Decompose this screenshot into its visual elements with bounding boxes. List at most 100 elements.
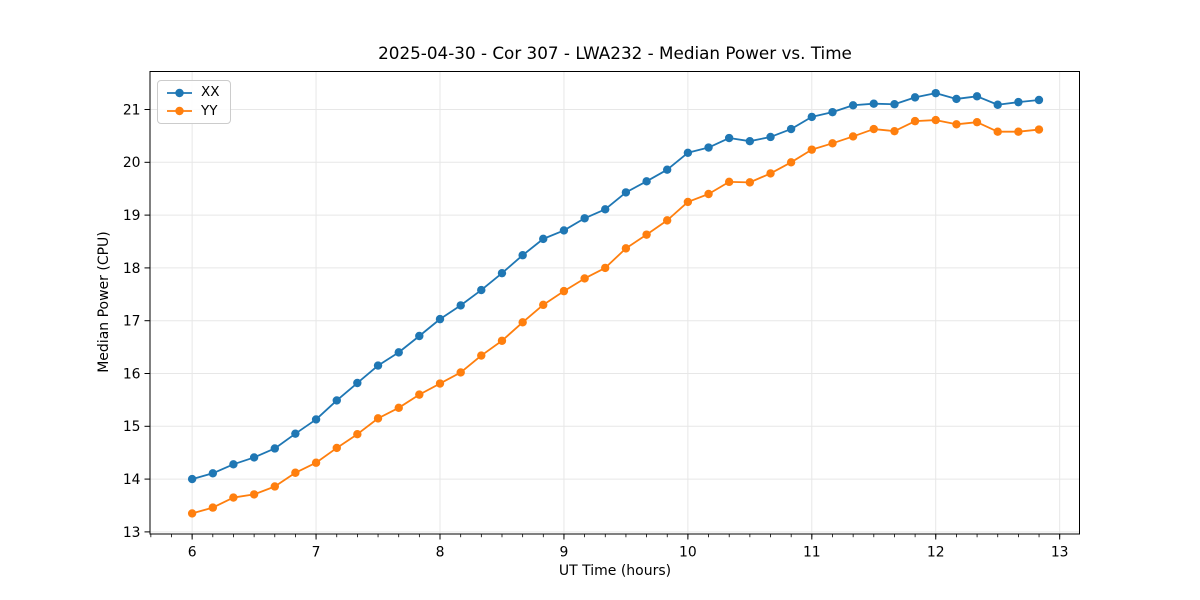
series-marker-xx bbox=[994, 101, 1002, 109]
series-marker-yy bbox=[333, 444, 341, 452]
x-tick-label: 7 bbox=[312, 545, 321, 561]
series-marker-yy bbox=[808, 145, 816, 153]
series-marker-xx bbox=[477, 286, 485, 294]
legend-label: YY bbox=[201, 105, 218, 119]
series-marker-yy bbox=[890, 127, 898, 135]
series-marker-xx bbox=[374, 361, 382, 369]
series-marker-yy bbox=[787, 158, 795, 166]
x-tick-label: 13 bbox=[1051, 545, 1069, 561]
series-marker-yy bbox=[457, 368, 465, 376]
y-tick-label: 17 bbox=[123, 314, 141, 330]
series-marker-xx bbox=[580, 214, 588, 222]
series-marker-yy bbox=[229, 493, 237, 501]
series-marker-yy bbox=[911, 117, 919, 125]
series-marker-xx bbox=[870, 100, 878, 108]
y-tick-label: 15 bbox=[123, 419, 141, 435]
series-marker-yy bbox=[601, 264, 609, 272]
series-marker-xx bbox=[704, 143, 712, 151]
series-marker-xx bbox=[828, 108, 836, 116]
series-line-yy bbox=[192, 120, 1039, 513]
series-marker-yy bbox=[1035, 125, 1043, 133]
legend-line-marker-icon bbox=[166, 105, 193, 117]
series-marker-yy bbox=[539, 301, 547, 309]
series-marker-yy bbox=[622, 244, 630, 252]
series-marker-yy bbox=[518, 318, 526, 326]
series-marker-yy bbox=[828, 139, 836, 147]
series-marker-yy bbox=[209, 503, 217, 511]
series-marker-yy bbox=[374, 414, 382, 422]
series-marker-yy bbox=[642, 230, 650, 238]
x-axis-label: UT Time (hours) bbox=[150, 563, 1080, 579]
series-marker-xx bbox=[663, 166, 671, 174]
chart-title: 2025-04-30 - Cor 307 - LWA232 - Median P… bbox=[150, 44, 1080, 63]
series-marker-yy bbox=[250, 490, 258, 498]
series-marker-yy bbox=[952, 120, 960, 128]
series-marker-yy bbox=[849, 132, 857, 140]
series-marker-xx bbox=[932, 89, 940, 97]
series-marker-yy bbox=[353, 430, 361, 438]
series-marker-yy bbox=[932, 116, 940, 124]
legend-item-yy: YY bbox=[166, 105, 220, 119]
figure: 678910111213131415161718192021 2025-04-3… bbox=[0, 0, 1200, 600]
series-marker-xx bbox=[890, 100, 898, 108]
series-marker-xx bbox=[291, 429, 299, 437]
series-marker-xx bbox=[229, 460, 237, 468]
series-marker-yy bbox=[766, 169, 774, 177]
series-marker-xx bbox=[333, 396, 341, 404]
series-marker-yy bbox=[663, 216, 671, 224]
series-marker-xx bbox=[787, 125, 795, 133]
series-marker-yy bbox=[436, 379, 444, 387]
series-marker-yy bbox=[271, 482, 279, 490]
series-marker-yy bbox=[1014, 127, 1022, 135]
x-tick-label: 8 bbox=[436, 545, 445, 561]
series-marker-xx bbox=[250, 453, 258, 461]
x-tick-label: 12 bbox=[927, 545, 945, 561]
series-marker-xx bbox=[746, 137, 754, 145]
series-marker-yy bbox=[684, 198, 692, 206]
series-marker-yy bbox=[312, 459, 320, 467]
series-marker-xx bbox=[457, 301, 465, 309]
series-marker-yy bbox=[725, 178, 733, 186]
y-axis-label: Median Power (CPU) bbox=[96, 231, 112, 373]
y-tick-label: 14 bbox=[123, 472, 141, 488]
series-marker-xx bbox=[808, 113, 816, 121]
series-marker-xx bbox=[622, 188, 630, 196]
series-marker-yy bbox=[498, 337, 506, 345]
series-marker-yy bbox=[291, 469, 299, 477]
legend-label: XX bbox=[201, 86, 220, 100]
series-marker-xx bbox=[766, 133, 774, 141]
legend: XX YY bbox=[157, 80, 231, 124]
series-marker-xx bbox=[312, 415, 320, 423]
series-marker-xx bbox=[353, 379, 361, 387]
series-marker-xx bbox=[560, 226, 568, 234]
series-marker-xx bbox=[1035, 96, 1043, 104]
series-marker-yy bbox=[188, 509, 196, 517]
series-marker-xx bbox=[725, 134, 733, 142]
y-tick-label: 18 bbox=[123, 261, 141, 277]
series-marker-yy bbox=[994, 127, 1002, 135]
series-marker-xx bbox=[415, 332, 423, 340]
series-marker-xx bbox=[973, 92, 981, 100]
series-marker-yy bbox=[395, 404, 403, 412]
x-tick-label: 10 bbox=[679, 545, 697, 561]
series-marker-xx bbox=[601, 205, 609, 213]
series-marker-yy bbox=[746, 178, 754, 186]
x-tick-label: 11 bbox=[803, 545, 821, 561]
series-marker-xx bbox=[188, 475, 196, 483]
y-tick-label: 20 bbox=[123, 155, 141, 171]
series-marker-xx bbox=[952, 95, 960, 103]
y-tick-label: 19 bbox=[123, 208, 141, 224]
series-marker-yy bbox=[415, 390, 423, 398]
series-marker-xx bbox=[684, 149, 692, 157]
series-marker-yy bbox=[560, 287, 568, 295]
x-tick-label: 6 bbox=[188, 545, 197, 561]
legend-item-xx: XX bbox=[166, 86, 220, 100]
series-marker-xx bbox=[271, 444, 279, 452]
series-marker-yy bbox=[704, 190, 712, 198]
series-marker-xx bbox=[395, 348, 403, 356]
y-tick-label: 16 bbox=[123, 366, 141, 382]
y-tick-label: 13 bbox=[123, 525, 141, 541]
series-marker-yy bbox=[870, 125, 878, 133]
series-marker-xx bbox=[1014, 98, 1022, 106]
series-marker-xx bbox=[849, 101, 857, 109]
